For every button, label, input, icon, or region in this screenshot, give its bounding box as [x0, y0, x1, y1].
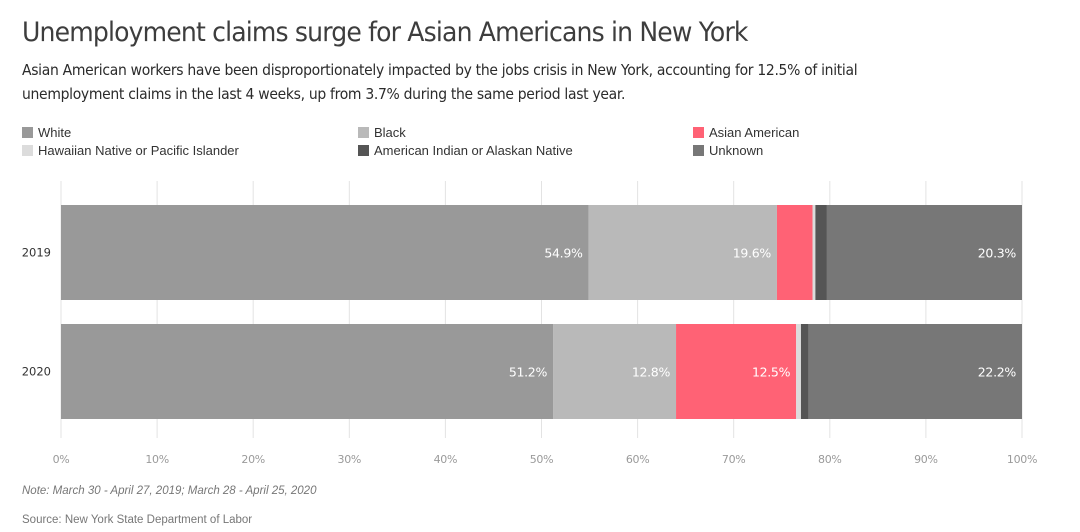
- bars: [61, 205, 1022, 419]
- data-label: 20.3%: [978, 246, 1017, 261]
- data-label: 12.8%: [632, 365, 671, 380]
- legend-label: White: [38, 125, 72, 140]
- data-label: 51.2%: [509, 365, 548, 380]
- x-tick-label: 30%: [338, 453, 362, 466]
- legend-item-asian-american: Asian American: [693, 124, 799, 141]
- bar-segment-white-2020: [61, 324, 554, 419]
- x-tick-label: 0%: [53, 453, 70, 466]
- x-tick-label: 80%: [818, 453, 842, 466]
- x-tick-label: 70%: [722, 453, 746, 466]
- x-axis-ticks: 0% 10% 20% 30% 40% 50% 60% 70% 80% 90% 100%: [53, 453, 1038, 466]
- data-label: 54.9%: [544, 246, 583, 261]
- x-tick-label: 60%: [626, 453, 650, 466]
- x-tick-label: 20%: [241, 453, 265, 466]
- x-tick-label: 90%: [914, 453, 938, 466]
- legend: White Black Asian American Hawaiian Native …: [22, 124, 1062, 164]
- legend-item-hawaiian-native-or-pacific-islander: Hawaiian Native or Pacific Islander: [22, 142, 239, 159]
- chart-source: Source: New York State Department of Lab…: [22, 514, 253, 526]
- bar-segment-american-indian-or-alaskan-native-2019: [815, 205, 827, 300]
- legend-label: Unknown: [709, 143, 764, 158]
- chart-subtitle: Asian American workers have been disprop…: [22, 61, 858, 103]
- data-label: 22.2%: [978, 365, 1017, 380]
- category-label: 2020: [22, 365, 51, 379]
- bar-segment-asian-american-2020: [676, 324, 797, 419]
- legend-label: American Indian or Alaskan Native: [374, 143, 573, 158]
- x-tick-label: 100%: [1007, 453, 1037, 466]
- chart-title: Unemployment claims surge for Asian Amer…: [22, 17, 748, 48]
- chart-note: Note: March 30 - April 27, 2019; March 2…: [22, 485, 317, 497]
- legend-item-white: White: [22, 124, 71, 141]
- bar-segment-american-indian-or-alaskan-native-2020: [800, 324, 809, 419]
- bar-segment-asian-american-2019: [776, 205, 813, 300]
- legend-label: Hawaiian Native or Pacific Islander: [38, 143, 239, 158]
- legend-label: Asian American: [709, 125, 800, 140]
- category-label: 2019: [22, 246, 51, 260]
- bar-segment-black-2020: [553, 324, 677, 419]
- x-tick-label: 10%: [145, 453, 169, 466]
- legend-item-american-indian-or-alaskan-native: American Indian or Alaskan Native: [358, 142, 573, 159]
- x-tick-label: 50%: [530, 453, 554, 466]
- stacked-bar-chart: 54.9% 19.6% 20.3% 51.2% 12.8% 12.5% 22.2% 2019…: [22, 181, 1038, 466]
- legend-label: Black: [374, 125, 406, 140]
- data-label: 12.5%: [752, 365, 791, 380]
- bar-segment-hawaiian-native-or-pacific-islander-2019: [812, 205, 816, 300]
- legend-item-unknown: Unknown: [693, 142, 763, 159]
- x-tick-label: 40%: [434, 453, 458, 466]
- bar-segment-unknown-2019: [826, 205, 1022, 300]
- legend-swatch-american-indian-or-alaskan-native: [358, 145, 369, 156]
- data-labels: 54.9% 19.6% 20.3% 51.2% 12.8% 12.5% 22.2%: [509, 246, 1017, 380]
- category-labels: 2019 2020: [22, 246, 51, 379]
- legend-swatch-black: [358, 127, 369, 138]
- bar-segment-black-2019: [588, 205, 777, 300]
- bar-segment-unknown-2020: [808, 324, 1022, 419]
- legend-item-black: Black: [358, 124, 406, 141]
- bar-segment-hawaiian-native-or-pacific-islander-2020: [796, 324, 801, 419]
- legend-swatch-unknown: [693, 145, 704, 156]
- bar-segment-white-2019: [61, 205, 589, 300]
- data-label: 19.6%: [733, 246, 772, 261]
- legend-swatch-white: [22, 127, 33, 138]
- legend-swatch-hawaiian-native-or-pacific-islander: [22, 145, 33, 156]
- legend-swatch-asian-american: [693, 127, 704, 138]
